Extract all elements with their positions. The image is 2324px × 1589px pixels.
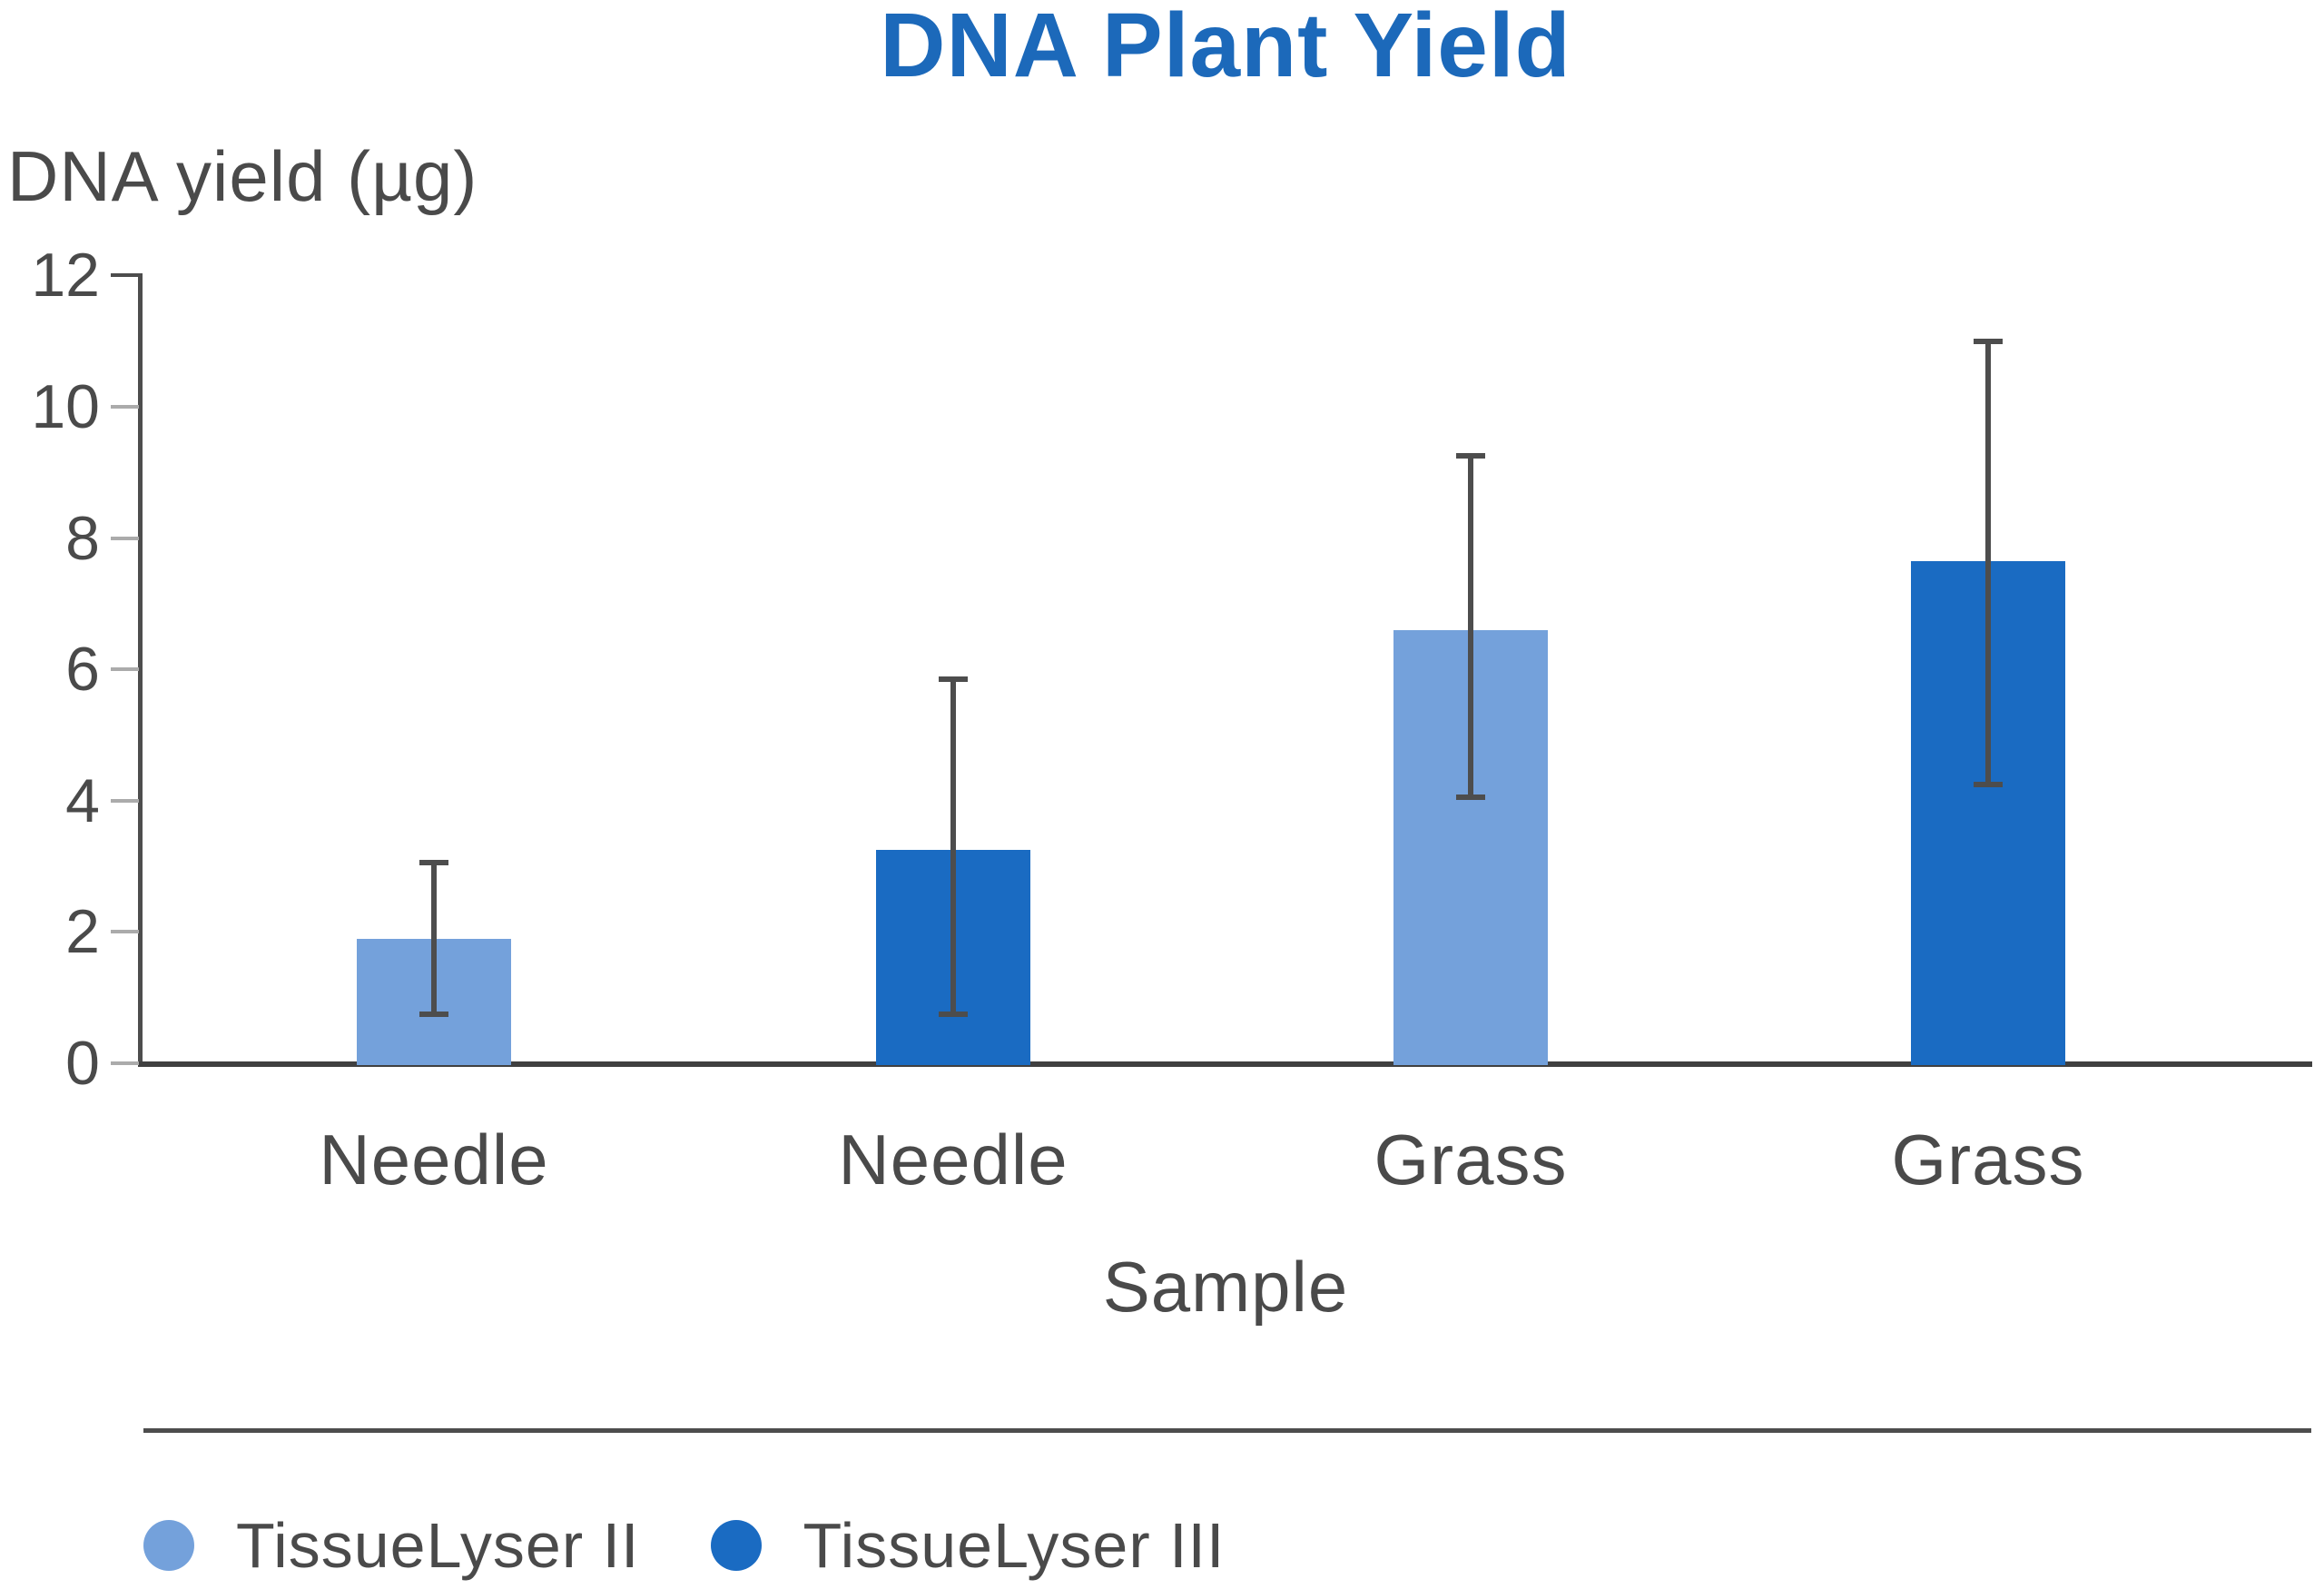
legend: TissueLyser II TissueLyser III [143, 1509, 1225, 1582]
y-tick-label: 0 [65, 1029, 100, 1098]
x-axis-title: Sample [1102, 1247, 1349, 1327]
legend-swatch-icon [143, 1520, 194, 1571]
y-axis-label: DNA yield (µg) [7, 136, 478, 216]
y-tick-mark [111, 667, 139, 672]
error-bar-cap [1974, 338, 2003, 344]
y-tick-label: 2 [65, 897, 100, 967]
legend-divider [143, 1428, 2311, 1433]
error-bar-cap [939, 1011, 968, 1017]
error-bar-line [1985, 340, 1991, 785]
error-bar-cap [1974, 781, 2003, 787]
y-tick-label: 4 [65, 765, 100, 835]
y-tick-mark [111, 1061, 139, 1065]
x-axis-line [138, 1061, 2312, 1067]
x-category-label: Needle [838, 1120, 1068, 1199]
error-bar-cap [419, 1011, 448, 1017]
y-tick-mark [111, 273, 139, 278]
error-bar-cap [1456, 453, 1485, 459]
chart-title: DNA Plant Yield [880, 0, 1571, 96]
legend-item: TissueLyser III [710, 1509, 1226, 1582]
legend-swatch-icon [710, 1520, 762, 1571]
legend-item: TissueLyser II [143, 1509, 640, 1582]
error-bar-line [1468, 456, 1473, 798]
y-tick-mark [111, 405, 139, 409]
error-bar-cap [419, 860, 448, 866]
y-tick-label: 8 [65, 503, 100, 573]
error-bar-line [431, 863, 437, 1014]
x-category-label: Grass [1891, 1120, 2085, 1199]
y-tick-label: 12 [31, 241, 100, 311]
error-bar-line [950, 679, 956, 1014]
x-category-label: Needle [319, 1120, 549, 1199]
y-axis-line [138, 273, 143, 1066]
legend-label: TissueLyser III [803, 1510, 1226, 1581]
y-tick-mark [111, 798, 139, 803]
y-tick-mark [111, 930, 139, 934]
legend-label: TissueLyser II [236, 1510, 640, 1581]
error-bar-cap [1456, 794, 1485, 801]
x-category-label: Grass [1374, 1120, 1568, 1199]
y-tick-label: 10 [31, 372, 100, 441]
y-tick-label: 6 [65, 635, 100, 705]
y-tick-mark [111, 536, 139, 540]
error-bar-cap [939, 676, 968, 683]
